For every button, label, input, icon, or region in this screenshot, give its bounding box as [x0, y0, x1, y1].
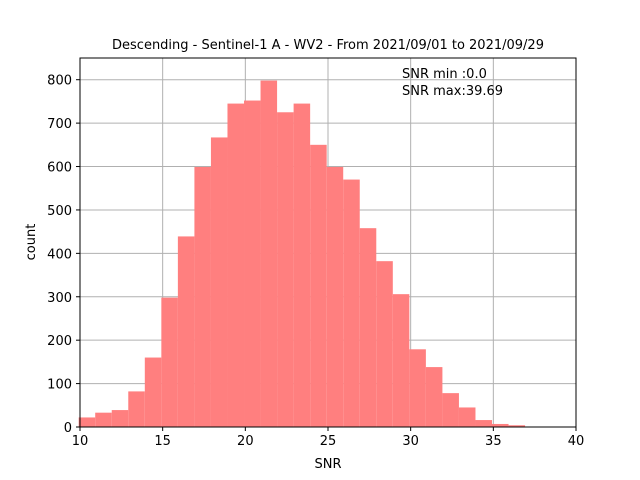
histogram-bar	[260, 80, 278, 427]
x-tick-label: 15	[154, 434, 171, 449]
x-tick-label: 20	[237, 434, 254, 449]
histogram-bar	[144, 357, 162, 427]
x-tick-label: 25	[320, 434, 337, 449]
y-axis-ticks: 0 100 200 300 400 500 600 700 800	[47, 74, 80, 436]
histogram-bar	[326, 166, 344, 427]
histogram-bar	[359, 228, 377, 427]
y-tick-label: 300	[47, 291, 72, 306]
histogram-bar	[310, 144, 327, 427]
y-tick-label: 800	[47, 74, 72, 89]
y-axis-label: count	[24, 224, 39, 261]
histogram-bar	[492, 423, 509, 427]
snr-max-annotation: SNR max:39.69	[402, 84, 503, 99]
histogram-bar	[343, 179, 360, 427]
x-axis-label: SNR	[314, 457, 341, 472]
histogram-bar	[128, 391, 145, 427]
y-tick-label: 200	[47, 334, 72, 349]
histogram-bar	[442, 393, 459, 427]
x-tick-label: 40	[568, 434, 585, 449]
y-tick-label: 0	[64, 421, 72, 436]
histogram-bar	[475, 420, 493, 427]
histogram-bar	[458, 407, 476, 427]
histogram-bar	[177, 236, 195, 427]
histogram-bar	[392, 294, 410, 427]
histogram-bar	[277, 112, 294, 427]
histogram-bar	[111, 410, 129, 427]
histogram-bar	[210, 137, 228, 427]
snr-min-annotation: SNR min :0.0	[402, 67, 487, 82]
histogram-bar	[95, 412, 112, 427]
y-tick-label: 600	[47, 161, 72, 176]
x-axis-ticks: 10 15 20 25 30 35 40	[72, 427, 585, 449]
histogram-bar	[409, 349, 426, 427]
histogram-bars	[78, 80, 526, 428]
x-tick-label: 10	[72, 434, 89, 449]
chart-title: Descending - Sentinel-1 A - WV2 - From 2…	[112, 38, 544, 53]
y-tick-label: 500	[47, 204, 72, 219]
histogram-bar	[194, 166, 211, 427]
y-tick-label: 700	[47, 117, 72, 132]
x-tick-label: 30	[402, 434, 419, 449]
x-tick-label: 35	[485, 434, 502, 449]
histogram-bar	[425, 367, 443, 427]
histogram-bar	[244, 100, 261, 428]
y-tick-label: 400	[47, 247, 72, 262]
histogram-bar	[78, 417, 96, 427]
histogram-bar	[227, 103, 245, 428]
histogram-bar	[293, 103, 311, 428]
histogram-bar	[376, 261, 393, 427]
histogram-bar	[161, 297, 178, 427]
y-tick-label: 100	[47, 378, 72, 393]
histogram-bar	[508, 425, 526, 427]
